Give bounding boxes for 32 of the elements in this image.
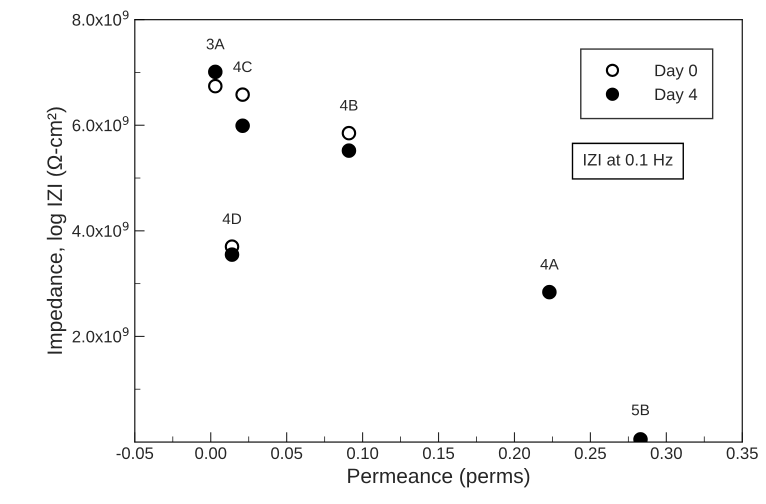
- x-tick-label: 0.00: [195, 447, 226, 460]
- x-tick-label: 0.20: [498, 447, 530, 460]
- point: [208, 64, 223, 80]
- y-tick-label: 4.0x10$^{9}$: [72, 222, 129, 237]
- x-tick-label: 0.05: [271, 447, 302, 460]
- y-tick-label: 8.0x10$^{9}$: [72, 10, 129, 26]
- y-axis-title: Impedance, log IZI (Ω-cm²): [46, 107, 66, 354]
- annotation: 4A: [540, 258, 559, 270]
- annotation: 4C: [233, 61, 252, 72]
- legend-label: Day 0: [655, 64, 698, 80]
- x-tick-label: -0.05: [116, 447, 154, 460]
- annotation: 4D: [222, 214, 242, 224]
- x-tick-label: 0.35: [726, 447, 758, 460]
- x-tick-label: 0.15: [422, 447, 454, 460]
- x-tick-label: 0.10: [347, 447, 378, 460]
- x-tick-label: 0.30: [650, 447, 682, 460]
- annotation: 4B: [340, 100, 358, 111]
- y-tick-label: 2.0x10$^{9}$: [72, 327, 129, 342]
- point: [235, 87, 250, 102]
- legend-label: Day 4: [655, 88, 698, 104]
- point: [542, 284, 557, 300]
- point: [235, 118, 250, 134]
- annotation: IZI at 0.1 Hz: [584, 154, 672, 166]
- point: [208, 78, 223, 94]
- x-axis-title: Permeance (perms): [348, 468, 530, 488]
- annotation: 5B: [632, 404, 650, 416]
- y-tick-label: 6.0x10$^{9}$: [72, 116, 129, 132]
- x-tick-label: 0.25: [574, 447, 606, 460]
- point: [342, 143, 356, 158]
- point: [342, 126, 356, 140]
- point: [224, 247, 240, 262]
- annotation: 3A: [206, 38, 225, 50]
